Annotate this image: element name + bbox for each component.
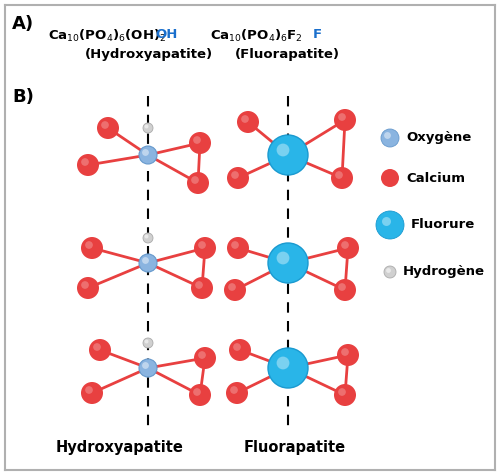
Circle shape [198, 351, 206, 359]
Text: A): A) [12, 15, 34, 33]
Text: Ca$_{10}$(PO$_{4}$)$_{6}$F$_{2}$: Ca$_{10}$(PO$_{4}$)$_{6}$F$_{2}$ [210, 28, 303, 44]
Text: (Hydroxyapatite): (Hydroxyapatite) [85, 48, 213, 61]
Circle shape [334, 384, 356, 406]
Circle shape [101, 121, 109, 129]
Circle shape [89, 339, 111, 361]
Circle shape [338, 283, 346, 291]
Text: Hydroxyapatite: Hydroxyapatite [56, 440, 184, 455]
Circle shape [194, 347, 216, 369]
Circle shape [81, 382, 103, 404]
Circle shape [337, 237, 359, 259]
Circle shape [341, 348, 349, 356]
Circle shape [195, 281, 203, 289]
Circle shape [226, 382, 248, 404]
Circle shape [268, 135, 308, 175]
Circle shape [144, 124, 148, 129]
Circle shape [241, 115, 249, 123]
Circle shape [139, 359, 157, 377]
Circle shape [85, 386, 93, 394]
Circle shape [144, 340, 148, 343]
Circle shape [77, 154, 99, 176]
Text: Fluorure: Fluorure [411, 218, 475, 231]
Circle shape [194, 237, 216, 259]
Circle shape [276, 252, 289, 265]
Circle shape [334, 279, 356, 301]
Circle shape [143, 338, 153, 348]
Circle shape [341, 241, 349, 249]
Circle shape [93, 343, 101, 351]
Text: (Fluorapatite): (Fluorapatite) [235, 48, 340, 61]
Text: Ca$_{10}$(PO$_{4}$)$_{6}$(OH)$_{2}$: Ca$_{10}$(PO$_{4}$)$_{6}$(OH)$_{2}$ [48, 28, 166, 44]
Circle shape [229, 339, 251, 361]
Circle shape [142, 149, 149, 156]
Circle shape [228, 283, 236, 291]
Circle shape [233, 343, 241, 351]
Circle shape [187, 172, 209, 194]
Circle shape [224, 279, 246, 301]
Circle shape [85, 241, 93, 249]
Text: Hydrogène: Hydrogène [403, 266, 485, 278]
Circle shape [381, 129, 399, 147]
Circle shape [335, 171, 343, 179]
Circle shape [337, 344, 359, 366]
Circle shape [139, 146, 157, 164]
Circle shape [198, 241, 206, 249]
Circle shape [193, 136, 201, 144]
Circle shape [189, 132, 211, 154]
Text: Calcium: Calcium [406, 171, 465, 184]
Circle shape [382, 217, 391, 226]
Circle shape [231, 171, 239, 179]
Circle shape [77, 277, 99, 299]
Text: F: F [313, 28, 322, 41]
Circle shape [331, 167, 353, 189]
Circle shape [381, 169, 399, 187]
Circle shape [386, 268, 391, 273]
Circle shape [338, 388, 346, 396]
Circle shape [144, 235, 148, 238]
Circle shape [227, 237, 249, 259]
Circle shape [142, 362, 149, 369]
Circle shape [81, 158, 89, 166]
Circle shape [81, 281, 89, 289]
Circle shape [191, 277, 213, 299]
Circle shape [227, 167, 249, 189]
Circle shape [384, 132, 391, 139]
Circle shape [376, 211, 404, 239]
Circle shape [81, 237, 103, 259]
Text: Fluorapatite: Fluorapatite [244, 440, 346, 455]
Circle shape [268, 243, 308, 283]
Circle shape [276, 357, 289, 370]
Circle shape [191, 176, 199, 184]
Circle shape [230, 386, 238, 394]
Circle shape [142, 257, 149, 264]
Circle shape [276, 143, 289, 156]
Circle shape [143, 123, 153, 133]
Circle shape [268, 348, 308, 388]
Circle shape [237, 111, 259, 133]
Text: Oxygène: Oxygène [406, 132, 471, 144]
Circle shape [334, 109, 356, 131]
Text: B): B) [12, 88, 34, 106]
Circle shape [231, 241, 239, 249]
Text: OH: OH [155, 28, 178, 41]
Circle shape [139, 254, 157, 272]
Circle shape [338, 113, 346, 121]
Circle shape [384, 266, 396, 278]
Circle shape [189, 384, 211, 406]
Circle shape [97, 117, 119, 139]
Circle shape [193, 388, 201, 396]
Circle shape [143, 233, 153, 243]
